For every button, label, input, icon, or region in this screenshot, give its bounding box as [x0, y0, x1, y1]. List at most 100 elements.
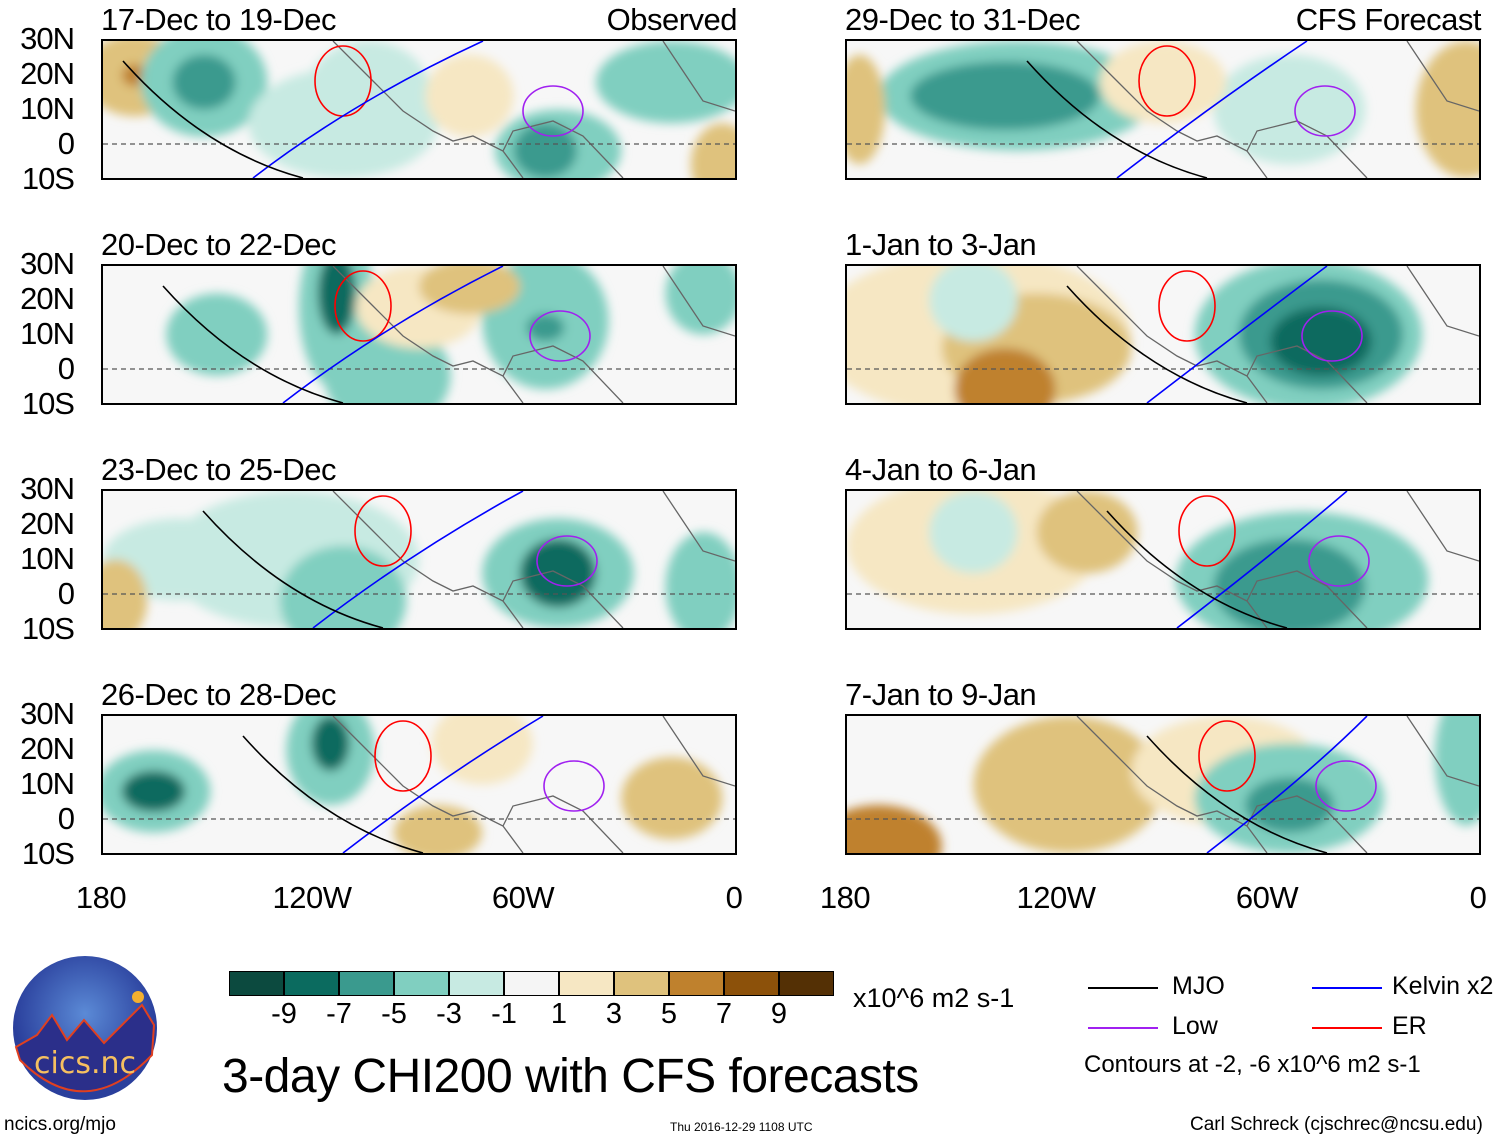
colorbar-swatch [449, 971, 504, 996]
map-panel [101, 39, 737, 180]
lat-label: 30N [20, 696, 75, 731]
lon-label: 60W [1235, 880, 1299, 915]
colorbar-swatch [229, 971, 284, 996]
chi-anomaly-region [910, 61, 1100, 131]
er-contour [354, 495, 412, 567]
map-panel [845, 264, 1481, 405]
colorbar-tick-label: -5 [381, 998, 407, 1030]
mjo-contour [1106, 510, 1288, 628]
chi-anomaly-region [621, 757, 723, 840]
er-contour [1158, 270, 1216, 342]
legend-low-line [1088, 1027, 1158, 1029]
mjo-contour [1146, 735, 1328, 853]
map-panel [845, 714, 1481, 855]
low-contour [1308, 535, 1370, 587]
chi-anomaly-region [425, 54, 514, 137]
er-contour [1178, 495, 1236, 567]
low-contour [522, 85, 584, 137]
chi-anomaly-region [1245, 777, 1334, 833]
colorbar-tick-label: 7 [715, 998, 733, 1030]
low-contour [536, 535, 598, 587]
chi-anomaly-region [317, 266, 356, 335]
map-panel [845, 489, 1481, 630]
legend-mjo-line [1088, 987, 1158, 989]
low-contour [529, 310, 591, 362]
coastline [1076, 491, 1479, 628]
lon-label: 180 [819, 880, 871, 915]
er-contour [334, 270, 392, 342]
panel-tag: Observed [606, 2, 738, 37]
mjo-contour [162, 285, 344, 403]
colorbar-swatch [504, 971, 559, 996]
legend-mjo-label: MJO [1172, 972, 1225, 1000]
chi-anomaly-region [665, 266, 735, 335]
mjo-contour [122, 60, 304, 178]
kelvin-contour [1146, 266, 1328, 403]
low-contour [1315, 760, 1377, 812]
legend-er-label: ER [1392, 1012, 1427, 1040]
kelvin-contour [1116, 41, 1308, 178]
chi-anomaly-region [690, 123, 735, 178]
kelvin-contour [282, 266, 504, 403]
chi-anomaly-region [929, 266, 1018, 342]
lat-label: 10S [21, 386, 75, 421]
er-contour [374, 720, 432, 792]
map-panel [101, 714, 737, 855]
chi-anomaly-region [248, 68, 438, 178]
chi-anomaly-region [1213, 54, 1366, 165]
low-contour [1301, 310, 1363, 362]
kelvin-contour [252, 41, 484, 178]
chi-anomaly-region [513, 123, 577, 178]
lat-label: 0 [57, 126, 75, 161]
lon-label: 60W [491, 880, 555, 915]
figure-title: 3-day CHI200 with CFS forecasts [222, 1050, 919, 1103]
logo-text: cics.nc [34, 1046, 136, 1081]
lat-label: 0 [57, 351, 75, 386]
mjo-contour [1026, 60, 1208, 178]
chi-anomaly-region [419, 266, 521, 314]
low-contour [543, 760, 605, 812]
colorbar-swatch [559, 971, 614, 996]
legend-low-label: Low [1172, 1012, 1218, 1040]
chi-anomaly-region [847, 54, 885, 165]
coastline [332, 41, 735, 178]
lon-label: 0 [1469, 880, 1487, 915]
footer-url[interactable]: ncics.org/mjo [4, 1114, 116, 1135]
colorbar-swatch [614, 971, 669, 996]
lat-label: 20N [20, 56, 75, 91]
colorbar-tick-label: -7 [326, 998, 352, 1030]
panel-title: 26-Dec to 28-Dec [101, 677, 336, 712]
legend-er-line [1312, 1027, 1382, 1029]
lat-label: 0 [57, 576, 75, 611]
chi-anomaly-region [393, 805, 483, 853]
chi-anomaly-region [279, 545, 407, 628]
lat-label: 10S [21, 161, 75, 196]
colorbar-tick-label: -3 [436, 998, 462, 1030]
map-panel [845, 39, 1481, 180]
lon-label: 120W [272, 880, 352, 915]
chi-anomaly-region [1036, 491, 1138, 574]
chi-anomaly-region [311, 716, 350, 771]
coastline [332, 266, 735, 403]
panel-title: 7-Jan to 9-Jan [845, 677, 1037, 712]
lat-label: 10S [21, 611, 75, 646]
mjo-contour [202, 510, 384, 628]
chi-anomaly-region [847, 805, 942, 853]
panel-title: 29-Dec to 31-Dec [845, 2, 1080, 37]
colorbar-swatch [779, 971, 834, 996]
chi-anomaly-region [929, 491, 1018, 574]
colorbar-swatch [284, 971, 339, 996]
chi-anomaly-region [166, 293, 268, 376]
er-contour [1198, 720, 1256, 792]
lat-label: 10N [20, 766, 75, 801]
panel-title: 4-Jan to 6-Jan [845, 452, 1037, 487]
colorbar-tick-label: -9 [271, 998, 297, 1030]
chi-anomaly-region [1099, 41, 1227, 124]
coastline [332, 491, 735, 628]
lat-label: 10N [20, 541, 75, 576]
colorbar-tick-label: 5 [660, 998, 678, 1030]
colorbar-swatch [339, 971, 394, 996]
coastline [332, 716, 735, 853]
panel-tag: CFS Forecast [1295, 2, 1482, 37]
coastline [1076, 266, 1479, 403]
